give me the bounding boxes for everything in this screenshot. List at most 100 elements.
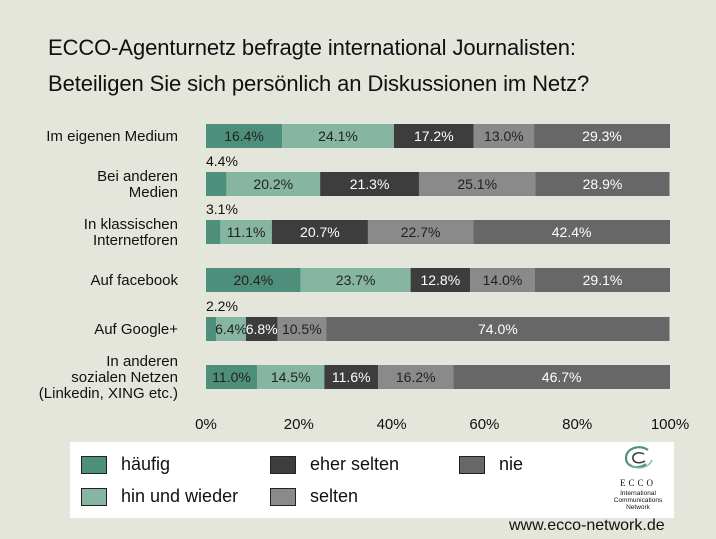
- category-label-5-1: sozialen Netzen: [71, 369, 178, 386]
- chart-title-line-2: Beteiligen Sie sich persönlich an Diskus…: [48, 71, 590, 96]
- category-label-4-0: Auf Google+: [94, 321, 178, 338]
- ecco-logo: ECCO International Communications Networ…: [606, 444, 670, 511]
- bar-3-hin_und_wieder: [300, 268, 411, 292]
- legend-item-nie: nie: [459, 454, 523, 475]
- data-label-5-eher_selten: 11.6%: [332, 369, 371, 385]
- legend-item-haeufig: häufig: [81, 454, 170, 475]
- bar-0-nie: [534, 124, 670, 148]
- data-label-1-selten: 25.1%: [457, 176, 497, 192]
- legend-item-hin-und-wieder: hin und wieder: [81, 486, 238, 507]
- bar-5-eher_selten: [324, 365, 379, 389]
- category-label-3-0: Auf facebook: [90, 272, 178, 289]
- x-tick-label-4: 80%: [562, 416, 592, 433]
- bar-3-selten: [470, 268, 535, 292]
- legend-swatch-selten: [270, 487, 296, 506]
- legend-label-hin-und-wieder: hin und wieder: [121, 486, 239, 506]
- data-label-3-hin_und_wieder: 23.7%: [336, 272, 376, 288]
- data-label-5-hin_und_wieder: 14.5%: [271, 369, 311, 385]
- data-label-3-nie: 29.1%: [583, 272, 623, 288]
- bar-1-haeufig: [206, 172, 227, 196]
- bar-2-nie: [473, 220, 670, 244]
- bar-4-nie: [326, 317, 670, 341]
- logo-sub-line-3: Network: [626, 504, 650, 511]
- data-label-1-hin_und_wieder: 20.2%: [253, 176, 293, 192]
- data-label-1-haeufig: 4.4%: [206, 153, 238, 169]
- bar-5-hin_und_wieder: [257, 365, 325, 389]
- bar-2-hin_und_wieder: [220, 220, 272, 244]
- bar-0-hin_und_wieder: [282, 124, 394, 148]
- bar-2-selten: [367, 220, 474, 244]
- data-label-2-hin_und_wieder: 11.1%: [227, 224, 266, 240]
- data-label-5-haeufig: 11.0%: [212, 369, 251, 385]
- category-label-1-0: Bei anderen: [97, 168, 178, 185]
- data-label-0-nie: 29.3%: [582, 128, 622, 144]
- data-label-1-eher_selten: 21.3%: [350, 176, 390, 192]
- bar-1-selten: [418, 172, 536, 196]
- logo-subtitle: International Communications Network: [606, 490, 670, 511]
- data-label-0-selten: 13.0%: [484, 128, 524, 144]
- legend-label-haeufig: häufig: [121, 454, 171, 474]
- bar-0-selten: [473, 124, 535, 148]
- legend-item-eher-selten: eher selten: [270, 454, 399, 475]
- bar-4-hin_und_wieder: [216, 317, 246, 341]
- x-tick-label-5: 100%: [651, 416, 689, 433]
- ecco-swirl-icon: [624, 446, 653, 469]
- category-label-5-0: In anderen: [106, 353, 178, 370]
- legend-swatch-eher-selten: [270, 455, 296, 474]
- category-label-5-2: (Linkedin, XING etc.): [39, 385, 178, 402]
- bar-3-nie: [534, 268, 670, 292]
- logo-brand: ECCO: [619, 478, 656, 488]
- bar-2-haeufig: [206, 220, 221, 244]
- legend-item-selten: selten: [270, 486, 358, 507]
- data-label-2-haeufig: 3.1%: [206, 201, 238, 217]
- bar-1-nie: [535, 172, 670, 196]
- chart-title-line-1: ECCO-Agenturnetz befragte international …: [48, 35, 576, 60]
- bar-0-haeufig: [206, 124, 283, 148]
- bar-5-selten: [378, 365, 454, 389]
- bar-4-eher_selten: [245, 317, 278, 341]
- logo-sub-line-1: International: [620, 490, 656, 497]
- data-label-4-selten: 10.5%: [282, 321, 322, 337]
- category-label-2-0: In klassischen: [84, 216, 178, 233]
- data-label-3-eher_selten: 12.8%: [420, 272, 460, 288]
- legend-label-selten: selten: [310, 486, 359, 506]
- x-tick-label-1: 20%: [284, 416, 314, 433]
- bar-1-hin_und_wieder: [226, 172, 321, 196]
- data-label-2-eher_selten: 20.7%: [300, 224, 340, 240]
- bar-5-nie: [453, 365, 670, 389]
- legend: häufig eher selten nie hin und wieder se…: [70, 442, 674, 518]
- data-label-0-haeufig: 16.4%: [224, 128, 264, 144]
- category-label-2-1: Internetforen: [93, 232, 178, 249]
- logo-sub-line-2: Communications: [613, 497, 663, 504]
- data-label-4-nie: 74.0%: [478, 321, 518, 337]
- bar-0-eher_selten: [393, 124, 474, 148]
- legend-label-nie: nie: [499, 454, 524, 474]
- bar-4-haeufig: [206, 317, 217, 341]
- data-label-2-selten: 22.7%: [401, 224, 441, 240]
- data-label-5-nie: 46.7%: [542, 369, 582, 385]
- data-label-3-selten: 14.0%: [483, 272, 523, 288]
- legend-label-eher-selten: eher selten: [310, 454, 400, 474]
- x-tick-label-2: 40%: [377, 416, 407, 433]
- data-label-2-nie: 42.4%: [552, 224, 592, 240]
- data-label-5-selten: 16.2%: [396, 369, 436, 385]
- bar-3-eher_selten: [410, 268, 471, 292]
- x-tick-label-3: 60%: [469, 416, 499, 433]
- bar-4-selten: [277, 317, 327, 341]
- data-label-0-hin_und_wieder: 24.1%: [318, 128, 358, 144]
- bar-2-eher_selten: [271, 220, 368, 244]
- bar-1-eher_selten: [320, 172, 419, 196]
- data-label-4-hin_und_wieder: 6.4%: [215, 321, 247, 337]
- x-tick-label-0: 0%: [195, 416, 217, 433]
- data-label-4-eher_selten: 6.8%: [246, 321, 278, 337]
- legend-swatch-haeufig: [81, 455, 107, 474]
- data-label-4-haeufig: 2.2%: [206, 298, 238, 314]
- category-label-0-0: Im eigenen Medium: [46, 128, 178, 145]
- website-link[interactable]: www.ecco-network.de: [509, 517, 665, 534]
- legend-swatch-hin-und-wieder: [81, 487, 107, 506]
- data-label-3-haeufig: 20.4%: [233, 272, 273, 288]
- bar-5-haeufig: [206, 365, 258, 389]
- bar-3-haeufig: [206, 268, 301, 292]
